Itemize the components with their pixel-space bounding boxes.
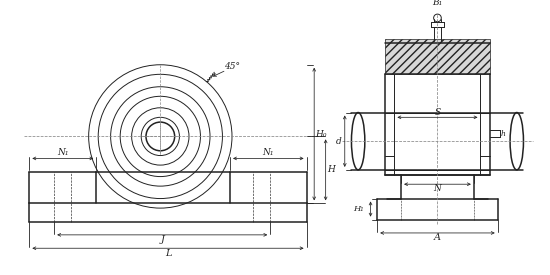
Text: N: N — [433, 185, 442, 194]
Text: J: J — [160, 235, 164, 244]
Text: h: h — [501, 130, 506, 138]
Text: A: A — [434, 233, 441, 242]
Text: 45°: 45° — [224, 62, 240, 71]
Text: N₁: N₁ — [262, 148, 274, 157]
Text: N₁: N₁ — [57, 148, 69, 157]
Text: H₀: H₀ — [315, 130, 327, 139]
Text: H: H — [327, 165, 336, 174]
Text: B₁: B₁ — [432, 0, 443, 7]
Bar — [385, 39, 490, 74]
Text: L: L — [164, 249, 171, 257]
Text: S: S — [434, 108, 441, 117]
Text: H₁: H₁ — [353, 205, 364, 213]
Text: d: d — [336, 137, 342, 146]
